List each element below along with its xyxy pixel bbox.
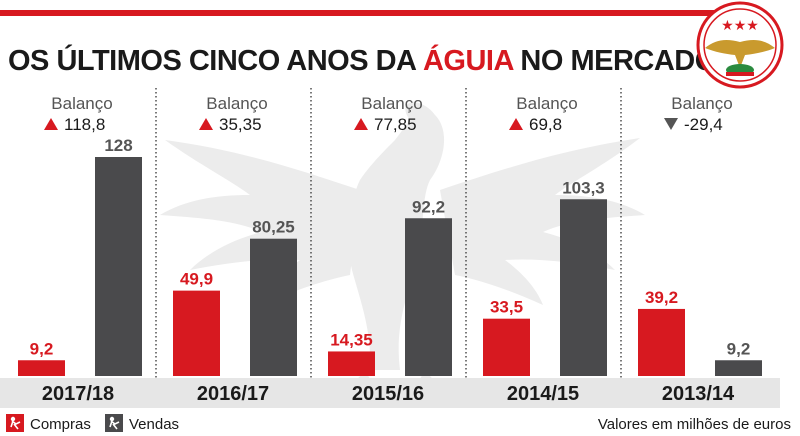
balance-value-2014-15: 69,8 [529, 115, 562, 134]
legend-item-compras: Compras [6, 414, 91, 433]
balance-label-2015-16: Balanço [361, 94, 422, 113]
column-2017-18: 9,2 128 Balanço 118,8 [18, 94, 142, 376]
value-label-compras-2014-15: 33,5 [490, 298, 523, 317]
value-label-compras-2016-17: 49,9 [180, 270, 213, 289]
chart-title: OS ÚLTIMOS CINCO ANOS DA ÁGUIA NO MERCAD… [8, 43, 717, 77]
balance-value-2013-14: -29,4 [684, 115, 723, 134]
value-label-vendas-2016-17: 80,25 [252, 218, 295, 237]
x-tick-label-2017-18: 2017/18 [42, 383, 114, 405]
value-label-compras-2015-16: 14,35 [330, 330, 373, 349]
balance-up-arrow-icon [354, 118, 368, 130]
balance-up-arrow-icon [199, 118, 213, 130]
top-rule [0, 10, 720, 16]
value-label-vendas-2014-15: 103,3 [562, 178, 605, 197]
title-part-before: OS ÚLTIMOS CINCO ANOS DA [8, 43, 423, 77]
x-tick-label-2013-14: 2013/14 [662, 383, 735, 405]
svg-text:★★★: ★★★ [721, 18, 759, 34]
balance-value-2017-18: 118,8 [64, 115, 105, 134]
balance-label-2016-17: Balanço [206, 94, 267, 113]
bar-vendas-2016-17 [250, 238, 297, 376]
x-axis-band [0, 378, 780, 408]
balance-label-2017-18: Balanço [51, 94, 112, 113]
bar-compras-2013-14 [638, 308, 685, 376]
balance-label-2014-15: Balanço [516, 94, 577, 113]
column-2014-15: 33,5 103,3 Balanço 69,8 [483, 94, 607, 376]
column-2015-16: 14,35 92,2 Balanço 77,85 [328, 94, 452, 376]
balance-down-arrow-icon [664, 118, 678, 130]
title-part-after: NO MERCADO [513, 45, 717, 77]
column-2013-14: 39,2 9,2 Balanço -29,4 [638, 94, 762, 376]
bar-compras-2016-17 [173, 290, 220, 376]
balance-label-2013-14: Balanço [671, 94, 732, 113]
benfica-eagle-crest-icon: ★★★ [696, 1, 784, 89]
x-tick-label-2015-16: 2015/16 [352, 383, 424, 405]
value-label-vendas-2013-14: 9,2 [727, 339, 751, 358]
bar-vendas-2013-14 [715, 360, 762, 376]
legend-label-compras: Compras [30, 416, 91, 433]
bar-compras-2014-15 [483, 318, 530, 376]
value-label-compras-2013-14: 39,2 [645, 288, 678, 307]
value-label-vendas-2017-18: 128 [104, 136, 132, 155]
x-axis-labels: 2017/18 2016/17 2015/16 2014/15 2013/14 [42, 383, 735, 405]
balance-value-2016-17: 35,35 [219, 115, 262, 134]
title-part-highlight: ÁGUIA [423, 43, 515, 77]
balance-up-arrow-icon [509, 118, 523, 130]
chart-columns: 9,2 128 Balanço 118,8 49,9 80,25 Balanço 35,35 1… [18, 94, 762, 376]
bar-vendas-2015-16 [405, 218, 452, 376]
balance-value-2015-16: 77,85 [374, 115, 417, 134]
bar-compras-2015-16 [328, 351, 375, 376]
legend-item-vendas: Vendas [105, 414, 179, 433]
x-tick-label-2014-15: 2014/15 [507, 383, 579, 405]
column-separators [155, 88, 622, 408]
column-2016-17: 49,9 80,25 Balanço 35,35 [173, 94, 297, 376]
bar-vendas-2014-15 [560, 199, 607, 376]
legend-label-vendas: Vendas [129, 416, 179, 433]
bar-vendas-2017-18 [95, 157, 142, 376]
value-label-compras-2017-18: 9,2 [30, 339, 54, 358]
bar-compras-2017-18 [18, 360, 65, 376]
x-tick-label-2016-17: 2016/17 [197, 383, 269, 405]
unit-note: Valores em milhões de euros [598, 416, 791, 433]
balance-up-arrow-icon [44, 118, 58, 130]
value-label-vendas-2015-16: 92,2 [412, 197, 445, 216]
legend: Compras Vendas [6, 414, 179, 433]
